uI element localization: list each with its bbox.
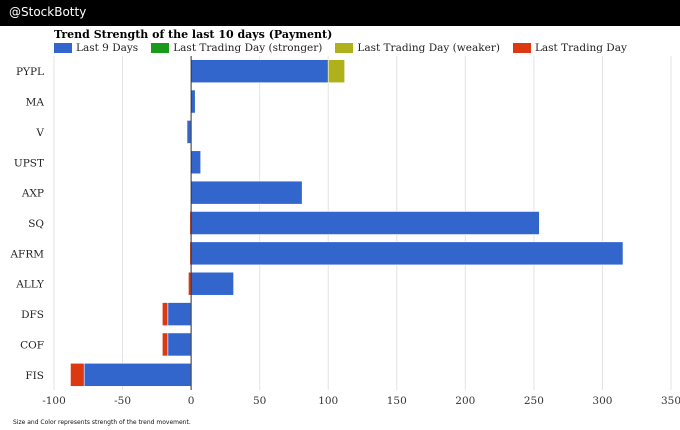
bar-pypl-weaker [327,59,345,84]
category-label-sq: SQ [28,218,44,230]
x-tick-label-250: 250 [524,395,544,407]
brand-name: @StockBotty [9,5,87,19]
bar-sq-last9 [190,211,540,235]
bar-cof-last9 [167,332,192,357]
x-tick-label-50: 50 [253,395,266,407]
bar-upst-last9 [190,150,202,175]
legend-swatch-day [512,42,531,53]
legend-label-last9: Last 9 Days [76,41,139,54]
x-tick-label--50: -50 [114,395,131,407]
category-label-axp: AXP [21,188,44,200]
legend-item-weaker: Last Trading Day (weaker) [335,42,500,54]
bar-fis-day [70,362,85,387]
bar-ally-last9 [190,271,234,296]
legend-swatch-stronger [151,42,170,53]
x-tick-label-100: 100 [318,395,338,407]
bar-fis-last9 [83,362,192,387]
legend-item-stronger: Last Trading Day (stronger) [151,42,322,54]
category-label-dfs: DFS [21,309,44,321]
category-label-afrm: AFRM [9,248,44,260]
x-tick-label-350: 350 [661,395,680,407]
category-label-ma: MA [26,97,45,109]
category-label-v: V [35,127,44,139]
bar-pypl-last9 [190,59,329,84]
bar-dfs-day [162,302,169,326]
bar-axp-last9 [190,180,303,205]
legend-label-weaker: Last Trading Day (weaker) [357,41,500,54]
bar-cof-day [162,332,169,357]
x-tick-label-200: 200 [455,395,475,407]
bar-dfs-last9 [167,302,192,326]
chart-title: Trend Strength of the last 10 days (Paym… [54,28,333,41]
x-tick-label--100: -100 [42,395,66,407]
legend-swatch-weaker [335,42,354,53]
legend-label-day: Last Trading Day [534,41,627,54]
category-label-fis: FIS [25,370,44,382]
legend-item-day: Last Trading Day [512,41,627,54]
category-label-upst: UPST [14,157,44,169]
x-tick-label-300: 300 [592,395,612,407]
legend-swatch-last9 [54,42,72,53]
x-tick-label-0: 0 [188,395,195,407]
legend-label-stronger: Last Trading Day (stronger) [173,41,323,54]
legend-item-last9: Last 9 Days [54,42,138,54]
chart-footnote: Size and Color represents strength of th… [13,419,191,426]
category-label-pypl: PYPL [16,66,44,78]
header-bar: @StockBotty [0,0,680,26]
bar-afrm-last9 [190,241,624,266]
category-label-cof: COF [20,339,44,351]
bar-ma-last9 [190,89,196,114]
x-tick-label-150: 150 [387,395,407,407]
bar-v-last9 [186,120,192,144]
chart-legend: Last 9 Days Last Trading Day (stronger) … [54,41,627,54]
category-label-ally: ALLY [15,279,45,291]
